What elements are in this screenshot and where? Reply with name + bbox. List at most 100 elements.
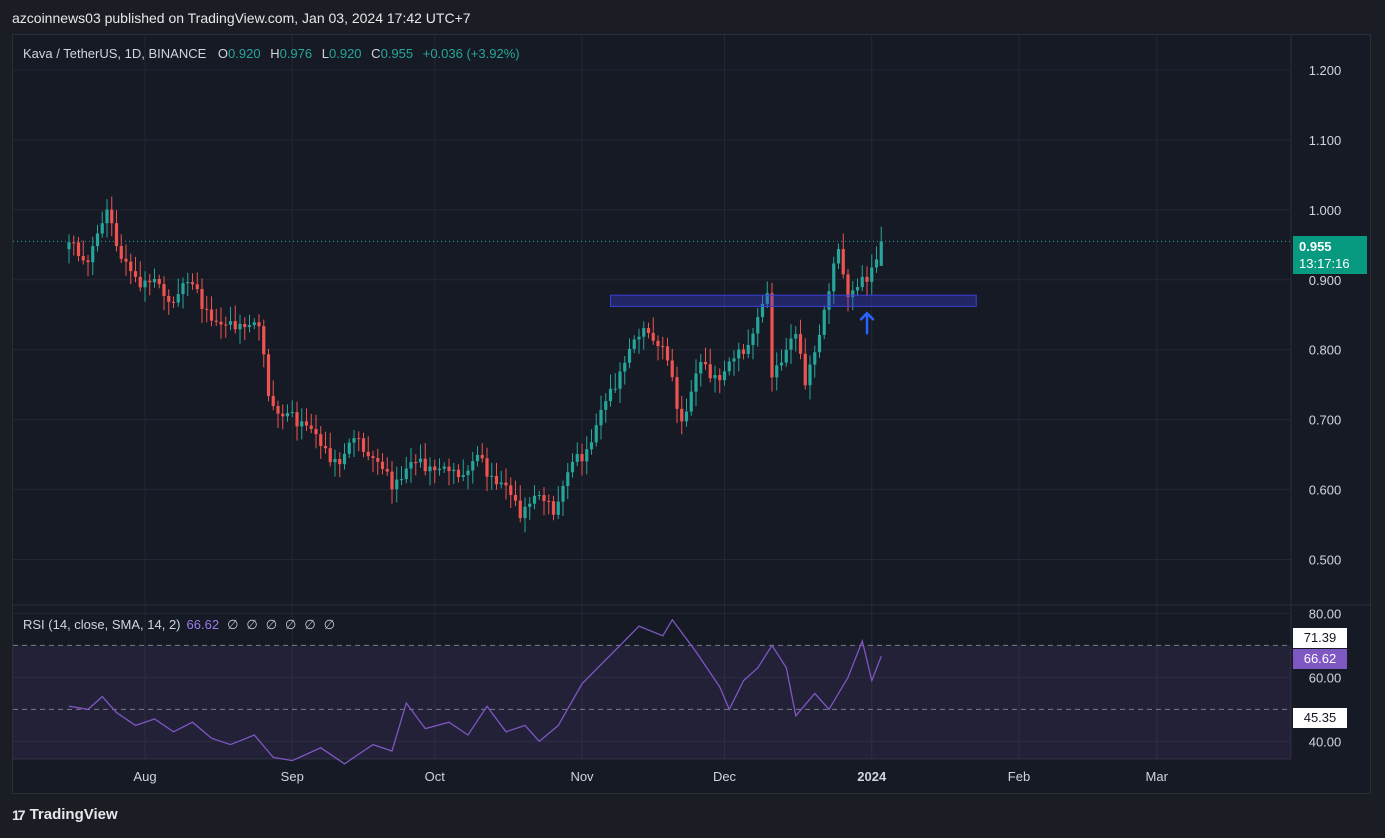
candle-body: [694, 373, 698, 392]
candle-body: [613, 388, 617, 390]
candle-body: [794, 334, 798, 339]
symbol-name[interactable]: Kava / TetherUS, 1D, BINANCE: [23, 46, 207, 61]
candle-body: [689, 391, 693, 412]
candle-body: [860, 276, 864, 288]
candle-body: [314, 428, 318, 435]
candle-body: [461, 475, 465, 478]
candle-body: [817, 334, 822, 353]
candle-body: [95, 233, 100, 247]
candle-body: [385, 468, 389, 472]
rsi-lower-label: 45.35: [1293, 708, 1347, 728]
candle-body: [114, 223, 119, 247]
candle-body: [718, 375, 722, 381]
rsi-null-value: ∅: [323, 617, 336, 632]
candle-body: [81, 256, 85, 261]
time-axis-label: 2024: [857, 769, 887, 784]
candle-body: [803, 353, 807, 386]
candle-body: [309, 425, 313, 429]
candle-body: [176, 294, 180, 303]
candle-body: [675, 377, 679, 409]
candle-body: [632, 339, 636, 349]
candle-body: [276, 406, 280, 414]
time-axis-label: Mar: [1146, 769, 1169, 784]
candle-body: [91, 246, 95, 263]
candle-body: [751, 333, 755, 345]
candle-body: [827, 291, 831, 310]
candle-body: [167, 295, 171, 302]
candle-body: [376, 457, 380, 462]
open-value: 0.920: [228, 46, 261, 61]
candle-body: [513, 494, 518, 501]
candle-body: [157, 278, 161, 285]
candle-body: [414, 462, 418, 464]
price-axis-label: 0.700: [1309, 413, 1342, 428]
candle-body: [499, 482, 503, 485]
candle-body: [271, 395, 275, 407]
rsi-series: [68, 618, 882, 765]
candle-body: [575, 454, 579, 462]
candles: [67, 196, 883, 533]
candle-body: [746, 344, 750, 354]
candle-body: [798, 334, 803, 354]
candle-body: [642, 328, 646, 337]
last-price-value: 0.955: [1299, 239, 1332, 254]
candle-body: [148, 280, 152, 283]
candle-body: [442, 466, 446, 469]
candle-body: [680, 408, 684, 422]
candle-body: [836, 249, 841, 264]
close-value: 0.955: [380, 46, 414, 61]
up-arrow-icon: [859, 311, 875, 335]
resistance-zone: [610, 294, 977, 335]
candle-body: [855, 287, 860, 291]
candle-body: [352, 438, 356, 443]
candle-body: [100, 223, 104, 234]
published-by-text: azcoinnews03 published on TradingView.co…: [12, 10, 471, 26]
rsi-legend-title[interactable]: RSI (14, close, SMA, 14, 2): [23, 617, 181, 632]
candle-body: [423, 458, 427, 472]
candle-body: [257, 322, 261, 327]
candle-body: [266, 354, 271, 396]
candle-body: [475, 454, 480, 462]
rsi-axis-label: 60.00: [1309, 670, 1342, 685]
price-axis-label: 1.200: [1309, 63, 1342, 78]
candle-body: [670, 360, 674, 378]
chart-canvas[interactable]: Aug Sep Oct Nov Dec 2024 Feb Mar 1.200 1.100 1.000…: [13, 35, 1371, 794]
rsi-line: [68, 618, 882, 765]
candle-body: [765, 293, 769, 304]
rsi-upper-label: 71.39: [1293, 628, 1347, 648]
candle-body: [646, 328, 651, 333]
candle-body: [870, 267, 874, 282]
price-axis-label: 1.100: [1309, 133, 1342, 148]
bar-countdown: 13:17:16: [1299, 256, 1350, 271]
tradingview-logo[interactable]: 17 TradingView: [12, 806, 118, 823]
grid-layer: [13, 35, 1370, 760]
rsi-null-value: ∅: [304, 617, 316, 632]
candle-body: [323, 445, 328, 449]
candle-body: [190, 282, 195, 285]
candle-body: [437, 468, 442, 471]
candle-body: [532, 495, 537, 504]
candle-body: [551, 501, 556, 515]
candle-body: [490, 475, 494, 477]
candle-body: [722, 371, 727, 381]
tradingview-logo-icon: 17: [12, 806, 26, 823]
candle-body: [452, 469, 456, 472]
candle-body: [214, 320, 218, 322]
candle-body: [186, 282, 190, 284]
chart-panel[interactable]: Aug Sep Oct Nov Dec 2024 Feb Mar 1.200 1.100 1.000…: [12, 34, 1371, 794]
candle-body: [219, 321, 223, 325]
candle-body: [556, 501, 560, 515]
candle-body: [708, 364, 712, 379]
candle-body: [67, 242, 71, 250]
candle-body: [200, 289, 204, 309]
rsi-null-value: ∅: [265, 617, 278, 632]
candle-body: [119, 246, 123, 259]
candle-body: [656, 340, 660, 347]
candle-body: [604, 401, 608, 410]
candle-body: [281, 413, 285, 417]
candle-body: [295, 412, 299, 427]
time-axis-label: Oct: [425, 769, 446, 784]
candle-body: [162, 284, 166, 296]
candle-body: [233, 321, 237, 330]
candle-body: [390, 471, 394, 490]
